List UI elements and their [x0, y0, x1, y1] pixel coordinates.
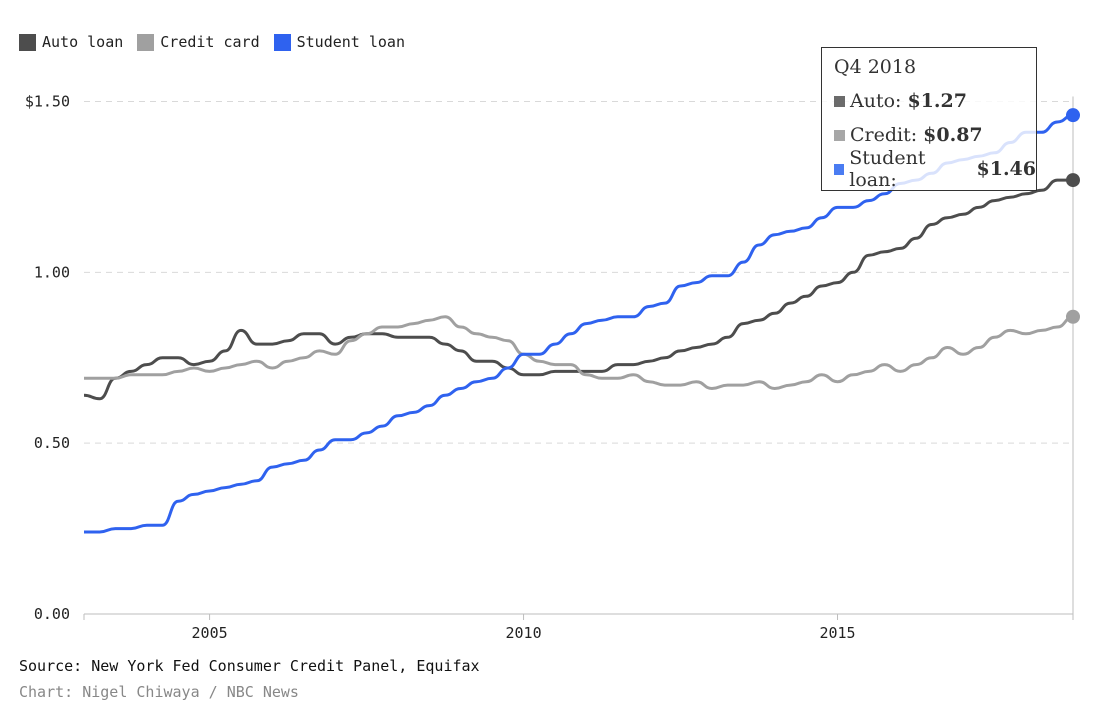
source-note: Source: New York Fed Consumer Credit Pan…	[19, 657, 480, 675]
x-tick-label: 2005	[192, 624, 228, 642]
y-tick-label: 0.00	[34, 605, 70, 623]
legend-swatch	[273, 33, 291, 51]
tooltip-swatch	[834, 95, 845, 107]
tooltip-row-credit: Credit: $0.87	[834, 118, 1036, 152]
series-line-credit-card	[84, 315, 1074, 390]
tooltip-label: Credit:	[850, 124, 918, 146]
end-markers	[1066, 108, 1080, 324]
legend-label: Credit card	[160, 33, 260, 51]
legend-swatch	[137, 33, 155, 51]
tooltip-value: $1.27	[907, 90, 967, 112]
x-tick-label: 2015	[819, 624, 855, 642]
x-tick-label: 2010	[505, 624, 541, 642]
tooltip: Q4 2018 Auto: $1.27 Credit: $0.87 Studen…	[821, 47, 1037, 191]
chart-credit: Chart: Nigel Chiwaya / NBC News	[19, 683, 299, 701]
tooltip-value: $1.46	[976, 158, 1037, 180]
y-tick-label: $1.50	[25, 93, 70, 111]
tooltip-label: Auto:	[850, 90, 902, 112]
tooltip-row-auto: Auto: $1.27	[834, 84, 1036, 118]
y-tick-label: 0.50	[34, 434, 70, 452]
legend: Auto loan Credit card Student loan	[19, 33, 405, 51]
legend-item-student-loan[interactable]: Student loan	[273, 33, 405, 51]
end-marker-auto-loan	[1066, 173, 1080, 188]
legend-swatch	[19, 33, 36, 51]
legend-item-credit-card[interactable]: Credit card	[137, 33, 260, 51]
tooltip-title: Q4 2018	[834, 56, 917, 78]
tooltip-row-student-loan: Student loan: $1.46	[834, 147, 1037, 191]
tooltip-swatch	[834, 129, 845, 141]
tooltip-label: Student loan:	[849, 147, 926, 191]
tooltip-value: $0.87	[923, 124, 983, 146]
y-tick-label: 1.00	[34, 263, 70, 281]
legend-label: Student loan	[296, 33, 405, 51]
legend-label: Auto loan	[42, 33, 124, 51]
end-marker-credit-card	[1066, 309, 1080, 324]
tooltip-swatch	[834, 163, 845, 175]
legend-item-auto-loan[interactable]: Auto loan	[19, 33, 123, 51]
end-marker-student-loan	[1066, 108, 1080, 123]
axes: $1.50 1.00 0.50 0.00 2005 2010 2015	[25, 93, 1074, 642]
